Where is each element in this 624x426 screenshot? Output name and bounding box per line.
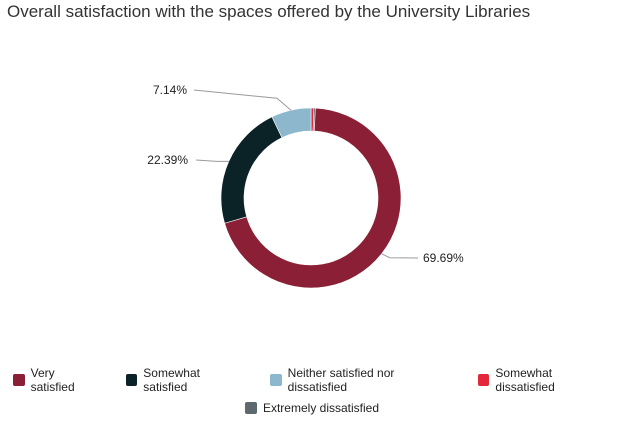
legend-label: Somewhat dissatisfied [495,366,555,394]
legend-swatch-somewhat-dissatisfied [477,374,490,386]
legend-row-1: Very satisfied Somewhat satisfied Neithe… [0,366,624,394]
chart-title: Overall satisfaction with the spaces off… [7,2,531,21]
legend-item-extremely-dissatisfied[interactable]: Extremely dissatisfied [244,401,380,415]
donut-slice-neither-satisfied-nor-dissatisfied[interactable] [271,107,312,139]
leader-line-very-satisfied [381,253,419,259]
donut-chart: 69.69% 22.39% 7.14% [147,83,464,289]
legend-item-neither[interactable]: Neither satisfied nor dissatisfied [270,366,452,394]
data-label-somewhat-satisfied: 22.39% [147,153,188,167]
legend-item-somewhat-dissatisfied[interactable]: Somewhat dissatisfied [477,366,611,394]
legend-item-very-satisfied[interactable]: Very satisfied [13,366,100,394]
legend-label: Somewhat satisfied [143,366,200,394]
data-label-neither-satisfied-nor-dissatisfied: 7.14% [153,83,187,97]
leader-line-somewhat-satisfied [195,159,229,162]
legend-swatch-neither [270,374,282,386]
legend-label: Very satisfied [30,366,75,394]
legend-row-2: Extremely dissatisfied [0,401,624,415]
legend-label: Extremely dissatisfied [262,401,380,415]
legend-item-somewhat-satisfied[interactable]: Somewhat satisfied [125,366,244,394]
donut-slice-very-satisfied[interactable] [224,107,402,289]
legend-swatch-extremely-dissatisfied [244,402,257,414]
legend-swatch-very-satisfied [13,374,25,386]
donut-slice-somewhat-satisfied[interactable] [220,116,283,224]
data-label-very-satisfied: 69.69% [423,251,464,265]
leader-line-neither-satisfied-nor-dissatisfied [193,89,292,111]
legend-swatch-somewhat-satisfied [125,374,138,386]
legend-label: Neither satisfied nor dissatisfied [287,366,395,394]
